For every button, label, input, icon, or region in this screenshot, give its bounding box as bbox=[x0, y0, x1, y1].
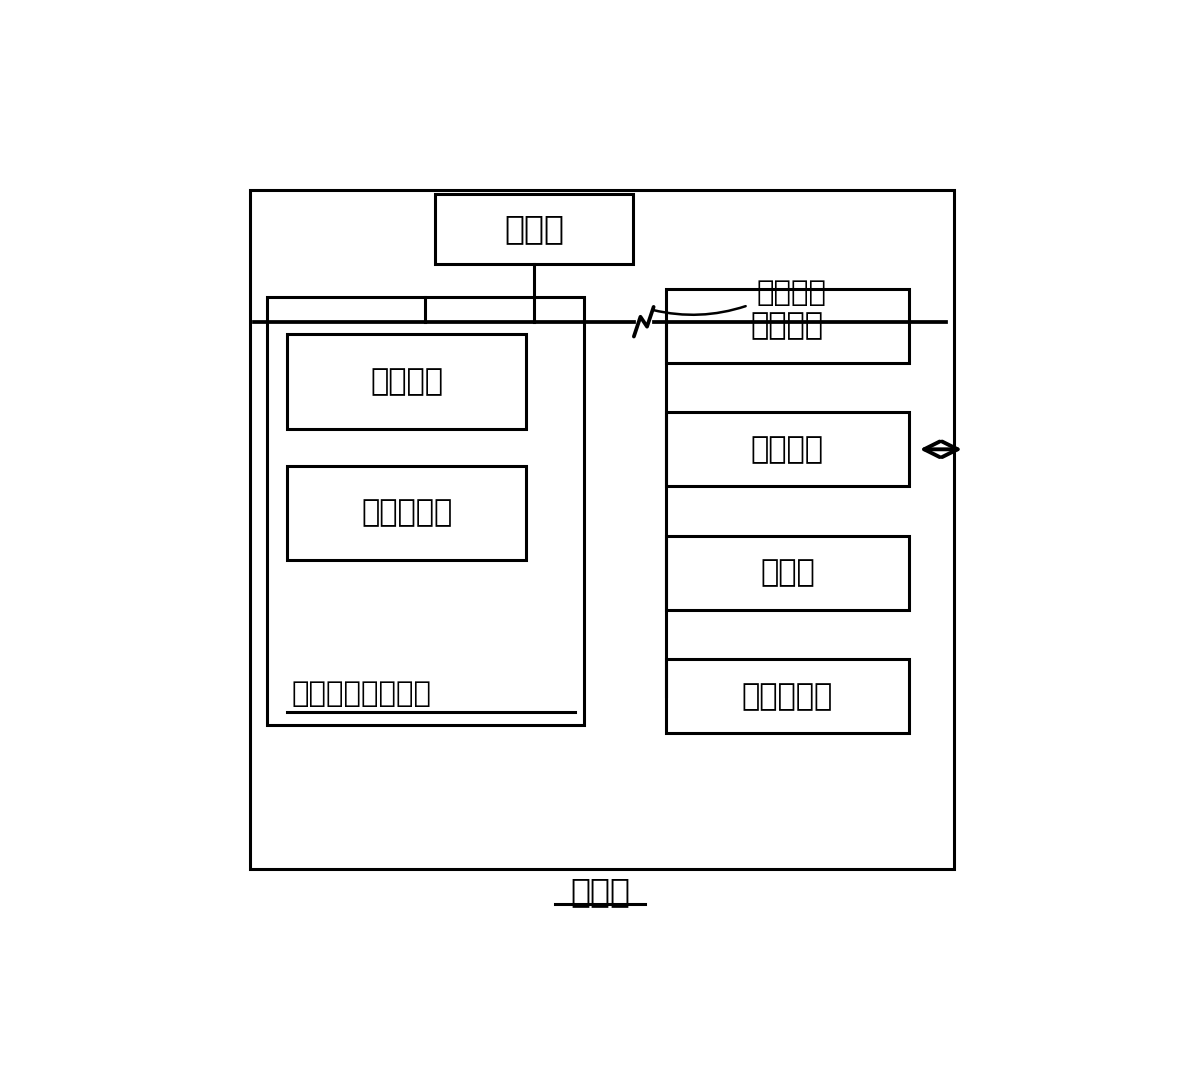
Bar bbox=[666, 289, 909, 362]
Text: 网络接口: 网络接口 bbox=[751, 435, 824, 464]
Bar bbox=[288, 334, 526, 429]
Bar bbox=[288, 466, 526, 560]
Text: 非易失性存储介质: 非易失性存储介质 bbox=[291, 680, 432, 708]
Text: 温度传感器: 温度传感器 bbox=[742, 682, 834, 711]
Bar bbox=[250, 190, 954, 869]
Text: 显示屏: 显示屏 bbox=[760, 558, 815, 587]
Bar bbox=[435, 195, 633, 264]
Text: 电视机: 电视机 bbox=[571, 876, 630, 909]
Text: 操作系统: 操作系统 bbox=[370, 367, 443, 396]
Text: 处理器: 处理器 bbox=[505, 213, 565, 246]
Bar bbox=[266, 297, 584, 725]
Bar bbox=[666, 660, 909, 733]
Bar bbox=[666, 536, 909, 609]
Text: 计算机程序: 计算机程序 bbox=[361, 498, 453, 528]
Text: 系统总线: 系统总线 bbox=[757, 279, 826, 307]
Bar bbox=[666, 413, 909, 486]
Text: 内存储器: 内存储器 bbox=[751, 311, 824, 340]
